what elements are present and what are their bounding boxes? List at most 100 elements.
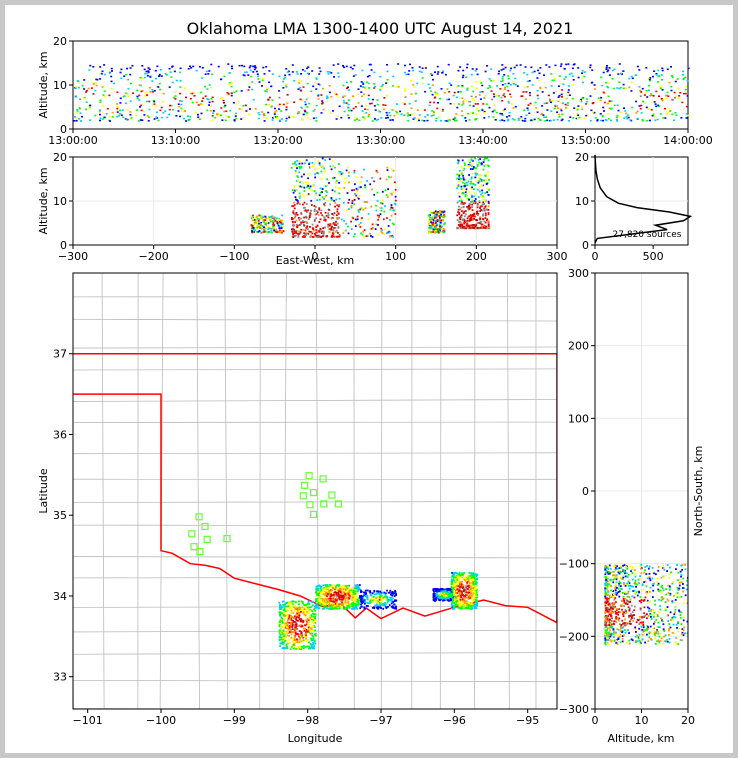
plan-view-point bbox=[366, 596, 368, 599]
ew-height-point bbox=[296, 214, 299, 216]
ew-height-point bbox=[295, 234, 297, 237]
plan-view-point bbox=[476, 596, 478, 599]
county-line bbox=[73, 346, 557, 349]
ew-height-point bbox=[477, 188, 479, 191]
plan-view-point bbox=[465, 596, 468, 599]
time-height-point bbox=[606, 65, 608, 67]
ew-height-point bbox=[463, 210, 466, 213]
time-height-point bbox=[499, 88, 502, 90]
plan-view-point bbox=[444, 589, 446, 592]
plan-view-point bbox=[300, 634, 303, 637]
plan-view-point bbox=[475, 585, 477, 587]
time-height-point bbox=[210, 119, 213, 122]
time-height-point bbox=[547, 94, 550, 97]
ew-height-point bbox=[291, 221, 294, 224]
time-height-point bbox=[581, 72, 584, 74]
time-height-point bbox=[568, 94, 571, 96]
time-height-point bbox=[586, 98, 589, 100]
time-height-point bbox=[501, 114, 504, 116]
time-height-point bbox=[304, 103, 307, 106]
ew-height-point bbox=[487, 225, 490, 227]
ew-height-point bbox=[273, 228, 275, 231]
time-height-point bbox=[109, 120, 111, 122]
time-height-point bbox=[216, 113, 218, 115]
ew-height-point bbox=[466, 184, 469, 187]
plan-view-point bbox=[453, 593, 455, 595]
time-height-point bbox=[116, 91, 119, 93]
time-height-point bbox=[464, 99, 467, 101]
plan-view-point bbox=[330, 608, 333, 610]
time-height-point bbox=[214, 116, 217, 119]
ew-height-point bbox=[305, 220, 308, 223]
plan-view-point bbox=[460, 603, 463, 605]
time-height-point bbox=[308, 102, 311, 105]
ew-height-point bbox=[336, 204, 339, 207]
time-height-point bbox=[446, 98, 449, 101]
plan-view-point bbox=[359, 596, 361, 599]
ew-height-point bbox=[462, 218, 465, 221]
ew-height-point bbox=[486, 218, 489, 221]
time-height-point bbox=[151, 91, 154, 93]
time-height-point bbox=[558, 75, 561, 77]
time-height-point bbox=[178, 105, 181, 108]
ew-height-point bbox=[474, 198, 477, 200]
plan-view-point bbox=[317, 589, 319, 591]
ew-height-point bbox=[328, 228, 331, 230]
plan-view-point bbox=[299, 646, 302, 649]
time-height-point bbox=[181, 110, 183, 113]
time-height-point bbox=[561, 89, 564, 91]
time-height-point bbox=[490, 90, 493, 92]
time-height-point bbox=[356, 118, 358, 120]
ew-height-point bbox=[362, 230, 364, 233]
ew-height-point bbox=[381, 190, 384, 193]
plan-view-point bbox=[473, 589, 476, 592]
ew-height-point bbox=[250, 217, 253, 220]
lma-station bbox=[306, 501, 314, 509]
time-height-point bbox=[366, 75, 369, 78]
plan-view-point bbox=[369, 600, 372, 603]
time-height-point bbox=[466, 66, 468, 69]
time-height-point bbox=[491, 110, 494, 113]
plan-view-point bbox=[349, 604, 352, 607]
plan-view-point bbox=[469, 594, 471, 597]
time-height-point bbox=[270, 85, 273, 88]
time-height-point bbox=[365, 104, 368, 107]
time-height-point bbox=[581, 108, 584, 110]
time-height-point bbox=[409, 63, 411, 66]
plan-view-point bbox=[334, 591, 337, 593]
ew-height-point bbox=[265, 223, 267, 226]
time-height-point bbox=[347, 109, 350, 112]
time-height-point bbox=[211, 116, 214, 118]
plan-view-point bbox=[315, 600, 317, 603]
plan-view-point bbox=[333, 595, 336, 597]
ew-height-point bbox=[436, 223, 438, 226]
ew-height-point bbox=[434, 228, 437, 230]
ew-height-point bbox=[458, 180, 460, 183]
time-height-point bbox=[607, 118, 610, 120]
time-height-point bbox=[668, 107, 671, 110]
time-height-point bbox=[442, 70, 444, 72]
time-height-point bbox=[380, 117, 383, 119]
time-height-point bbox=[617, 73, 620, 75]
time-height-point bbox=[581, 77, 584, 80]
time-height-point bbox=[99, 113, 101, 116]
plan-view-point bbox=[314, 617, 316, 620]
time-height-point bbox=[444, 120, 447, 122]
time-height-point bbox=[278, 96, 281, 99]
time-height-point bbox=[552, 92, 555, 94]
time-height-point bbox=[539, 87, 542, 90]
plan-view-point bbox=[467, 576, 470, 579]
time-height-point bbox=[567, 89, 570, 91]
time-height-point bbox=[306, 67, 309, 70]
plan-view-point bbox=[460, 590, 463, 593]
plan-view-point bbox=[357, 585, 360, 588]
time-height-point bbox=[507, 102, 510, 104]
time-height-point bbox=[509, 93, 512, 96]
time-height-point bbox=[602, 71, 605, 74]
time-height-point bbox=[284, 83, 287, 86]
time-height-point bbox=[373, 105, 376, 107]
plan-view-point bbox=[467, 598, 470, 600]
ew-height-point bbox=[321, 157, 324, 160]
plan-view-point bbox=[380, 598, 383, 600]
ew-height-point bbox=[314, 176, 317, 179]
